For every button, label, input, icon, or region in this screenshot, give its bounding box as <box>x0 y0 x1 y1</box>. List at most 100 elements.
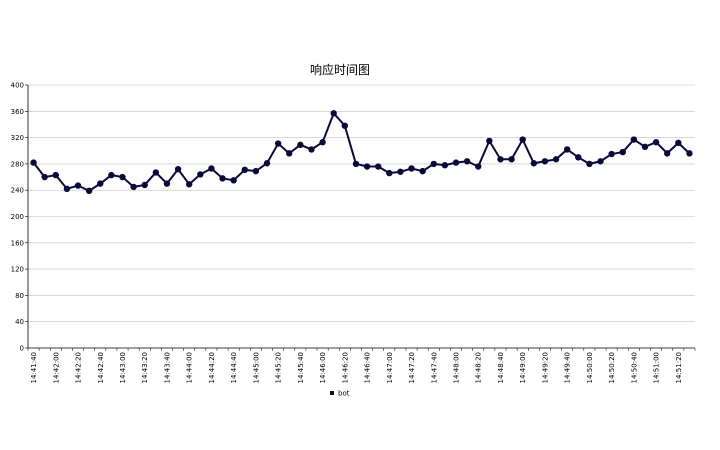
data-point <box>419 167 426 175</box>
legend-label-bot: bot <box>338 390 350 398</box>
axes <box>25 84 696 351</box>
data-point <box>108 171 115 179</box>
data-point <box>363 163 371 170</box>
x-tick-label: 14:42:40 <box>97 352 105 383</box>
x-tick-label: 14:44:00 <box>186 352 194 383</box>
y-tick-label: 80 <box>15 292 24 300</box>
y-tick-label: 160 <box>11 239 24 247</box>
x-tick-label: 14:51:20 <box>675 352 683 383</box>
data-point <box>541 158 549 165</box>
data-point <box>230 177 237 184</box>
data-point <box>563 146 571 153</box>
y-tick-label: 320 <box>11 134 24 142</box>
data-point <box>119 173 126 181</box>
x-tick-label: 14:47:40 <box>430 352 438 383</box>
x-tick-label: 14:48:20 <box>475 352 483 383</box>
data-point <box>408 165 415 172</box>
series-bot <box>30 110 693 195</box>
y-tick-label: 200 <box>11 213 24 221</box>
data-point <box>575 154 582 161</box>
x-tick-label: 14:42:00 <box>52 352 60 383</box>
data-point <box>619 148 626 156</box>
data-point <box>430 160 437 168</box>
x-tick-label: 14:44:40 <box>230 352 238 383</box>
x-tick-label: 14:45:00 <box>252 352 260 383</box>
data-point <box>497 156 504 163</box>
x-tick-label: 14:50:00 <box>586 352 594 383</box>
data-point <box>286 150 293 157</box>
data-point <box>374 163 382 170</box>
data-point <box>441 162 449 169</box>
data-point <box>452 159 460 166</box>
data-point <box>352 160 360 168</box>
data-point <box>641 143 649 151</box>
data-point <box>463 158 471 165</box>
data-point <box>397 168 404 175</box>
data-point <box>341 122 349 129</box>
data-point <box>97 180 104 187</box>
gridlines <box>28 84 695 323</box>
data-point <box>141 181 148 189</box>
x-tick-label: 14:46:20 <box>341 352 349 383</box>
chart-title: 响应时间图 <box>310 62 370 77</box>
legend: bot <box>330 390 350 398</box>
data-point <box>675 139 682 147</box>
y-tick-label: 240 <box>11 187 24 195</box>
data-point <box>197 171 204 178</box>
data-point <box>185 181 193 188</box>
data-point <box>386 169 393 177</box>
x-tick-label: 14:45:20 <box>275 352 283 383</box>
data-point <box>263 160 271 167</box>
legend-marker-bot <box>330 391 334 395</box>
data-point <box>52 171 59 179</box>
data-point <box>308 146 315 153</box>
data-point <box>330 110 337 117</box>
data-point <box>30 159 37 166</box>
data-point <box>219 175 226 182</box>
data-point <box>63 185 71 193</box>
x-tick-label: 14:50:20 <box>608 352 616 383</box>
y-tick-labels: 0 40 80 120 160 200 240 280 320 360 400 <box>11 82 24 353</box>
x-tick-label: 14:51:00 <box>653 352 661 383</box>
x-tick-label: 14:46:00 <box>319 352 327 383</box>
data-point <box>74 182 82 189</box>
data-point <box>630 136 638 143</box>
x-tick-label: 14:41:40 <box>30 352 38 383</box>
x-tick-label: 14:43:40 <box>163 352 171 383</box>
data-point <box>597 158 604 165</box>
data-point <box>519 136 526 143</box>
y-tick-label: 120 <box>11 266 24 274</box>
x-tick-label: 14:49:00 <box>519 352 527 383</box>
data-point <box>252 167 260 175</box>
data-point <box>274 140 282 147</box>
x-tick-label: 14:47:20 <box>408 352 416 383</box>
y-tick-label: 400 <box>11 82 24 90</box>
series-line-bot <box>32 111 691 193</box>
x-tick-label: 14:43:00 <box>119 352 127 383</box>
data-point <box>530 160 538 167</box>
x-tick-label: 14:43:20 <box>141 352 149 383</box>
data-point <box>85 187 93 195</box>
x-tick-label: 14:48:40 <box>497 352 505 383</box>
x-tick-label: 14:45:40 <box>297 352 305 383</box>
data-point <box>41 173 48 181</box>
x-tick-label: 14:46:40 <box>364 352 372 383</box>
data-point <box>475 163 482 170</box>
data-point <box>152 169 160 176</box>
data-point <box>552 156 560 163</box>
x-tick-label: 14:44:20 <box>208 352 216 383</box>
data-point <box>130 183 137 191</box>
data-point <box>608 150 615 158</box>
data-point <box>174 165 182 173</box>
data-point <box>163 180 171 187</box>
data-point <box>664 150 671 157</box>
data-point <box>652 139 660 146</box>
data-point <box>319 139 326 146</box>
data-point <box>686 150 693 157</box>
x-tick-label: 14:47:00 <box>386 352 394 383</box>
data-point <box>508 156 515 163</box>
data-point <box>208 165 215 172</box>
data-point <box>241 166 248 174</box>
data-point <box>586 160 593 168</box>
